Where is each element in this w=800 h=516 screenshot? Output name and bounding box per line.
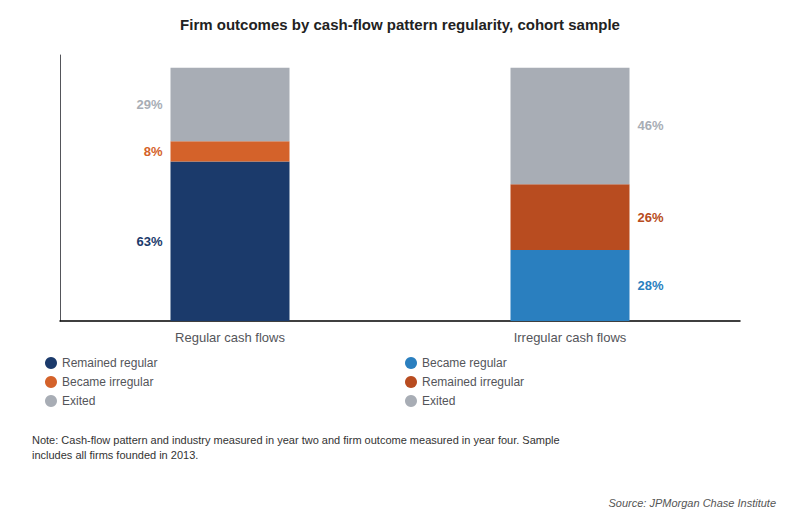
svg-text:includes all firms founded in: includes all firms founded in 2013. bbox=[32, 449, 198, 461]
svg-text:Regular cash flows: Regular cash flows bbox=[175, 330, 285, 345]
svg-text:29%: 29% bbox=[136, 97, 162, 112]
svg-text:63%: 63% bbox=[136, 234, 162, 249]
svg-text:Remained regular: Remained regular bbox=[62, 356, 157, 370]
svg-text:Irregular cash flows: Irregular cash flows bbox=[514, 330, 627, 345]
svg-text:Remained irregular: Remained irregular bbox=[422, 375, 524, 389]
svg-text:Firm outcomes by cash-flow pat: Firm outcomes by cash-flow pattern regul… bbox=[180, 16, 620, 33]
svg-text:Became irregular: Became irregular bbox=[62, 375, 153, 389]
svg-text:Note: Cash-flow pattern and in: Note: Cash-flow pattern and industry mea… bbox=[32, 434, 560, 446]
svg-text:26%: 26% bbox=[638, 210, 664, 225]
svg-text:8%: 8% bbox=[144, 144, 163, 159]
svg-text:Source: JPMorgan Chase Institu: Source: JPMorgan Chase Institute bbox=[608, 497, 776, 509]
svg-text:46%: 46% bbox=[638, 118, 664, 133]
svg-text:Became regular: Became regular bbox=[422, 356, 507, 370]
svg-text:Exited: Exited bbox=[62, 394, 95, 408]
svg-text:28%: 28% bbox=[638, 278, 664, 293]
svg-text:Exited: Exited bbox=[422, 394, 455, 408]
